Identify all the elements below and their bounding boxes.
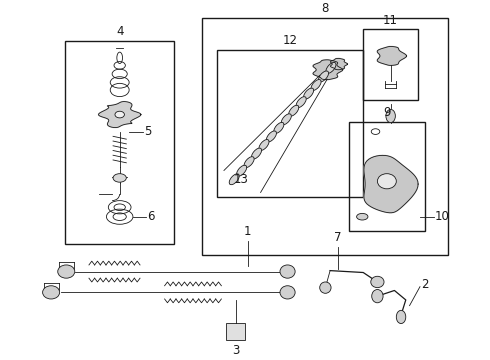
Polygon shape [364, 156, 418, 213]
Text: 10: 10 [435, 210, 450, 223]
Ellipse shape [311, 80, 321, 90]
Ellipse shape [229, 174, 239, 185]
Text: 5: 5 [144, 125, 151, 138]
Ellipse shape [267, 131, 276, 142]
Ellipse shape [113, 174, 126, 182]
Bar [349, 122, 425, 231]
Polygon shape [98, 102, 141, 127]
Ellipse shape [115, 111, 124, 118]
Ellipse shape [296, 97, 306, 108]
Bar [217, 50, 363, 197]
Ellipse shape [386, 109, 395, 123]
Text: 11: 11 [383, 14, 398, 27]
Ellipse shape [377, 174, 396, 189]
Text: 6: 6 [147, 210, 155, 223]
Ellipse shape [280, 286, 295, 299]
Ellipse shape [244, 157, 254, 167]
Ellipse shape [326, 62, 336, 73]
Bar [65, 41, 174, 244]
Ellipse shape [357, 213, 368, 220]
Ellipse shape [259, 140, 269, 150]
Text: 12: 12 [282, 35, 297, 48]
Text: 7: 7 [334, 231, 342, 244]
Polygon shape [330, 58, 347, 70]
Text: 3: 3 [232, 345, 239, 357]
Ellipse shape [280, 265, 295, 278]
Text: 9: 9 [383, 106, 391, 119]
Polygon shape [377, 46, 407, 66]
Bar [202, 18, 448, 255]
Ellipse shape [319, 282, 331, 293]
Ellipse shape [237, 165, 246, 176]
Bar [226, 323, 245, 339]
Polygon shape [313, 60, 343, 80]
Text: 1: 1 [244, 225, 251, 238]
Ellipse shape [281, 114, 292, 125]
Text: 4: 4 [116, 25, 123, 38]
Ellipse shape [43, 286, 60, 299]
Ellipse shape [372, 289, 383, 303]
Ellipse shape [289, 105, 299, 116]
Ellipse shape [251, 148, 262, 159]
Text: 2: 2 [421, 278, 428, 291]
Bar [363, 30, 418, 100]
Text: 13: 13 [234, 173, 248, 186]
Ellipse shape [318, 71, 328, 82]
Text: 8: 8 [322, 2, 329, 15]
Ellipse shape [58, 265, 75, 278]
Ellipse shape [396, 310, 406, 324]
Ellipse shape [274, 122, 284, 133]
Ellipse shape [371, 276, 384, 288]
Ellipse shape [304, 88, 314, 99]
